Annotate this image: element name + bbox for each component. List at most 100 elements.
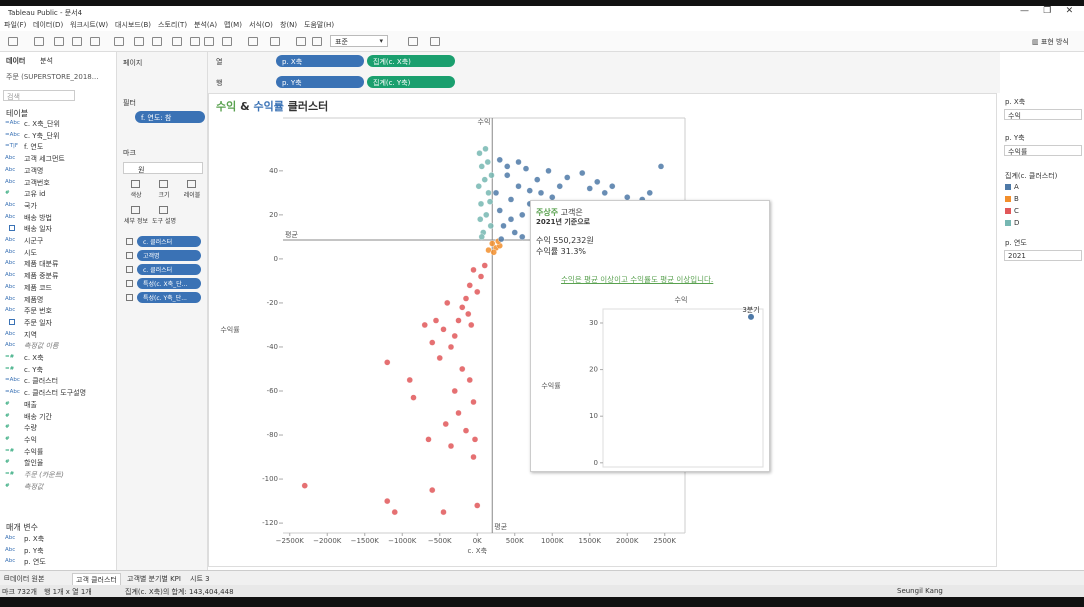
toolbar-icon[interactable] bbox=[270, 37, 280, 46]
field[interactable]: 고객번호 bbox=[24, 178, 50, 187]
menu-item[interactable]: 데이터(D) bbox=[33, 21, 64, 29]
legend-label[interactable]: D bbox=[1014, 219, 1020, 227]
legend-label[interactable]: C bbox=[1014, 207, 1019, 215]
fit-select[interactable]: 표준 ▾ bbox=[330, 35, 388, 47]
toolbar-icon[interactable] bbox=[172, 37, 182, 46]
field[interactable]: f. 연도 bbox=[24, 143, 44, 152]
mark-button[interactable]: 세부 정보 bbox=[124, 218, 148, 225]
mark-pill[interactable]: c. 클러스터 bbox=[137, 236, 201, 247]
field[interactable]: c. Y축 bbox=[24, 365, 44, 374]
field[interactable]: 수익 bbox=[24, 435, 37, 444]
data-source[interactable]: 주문 (SUPERSTORE_2018... bbox=[6, 73, 99, 81]
menu-item[interactable]: 맵(M) bbox=[224, 21, 242, 29]
param-select[interactable]: 2021 bbox=[1004, 250, 1082, 261]
field[interactable]: c. Y축_단위 bbox=[24, 131, 60, 140]
field[interactable]: 수익률 bbox=[24, 447, 44, 456]
toolbar-icon[interactable] bbox=[34, 37, 44, 46]
field[interactable]: p. X축 bbox=[24, 535, 45, 543]
toolbar-icon[interactable] bbox=[430, 37, 440, 46]
sheet-tab[interactable]: 시트 3 bbox=[190, 575, 210, 583]
field[interactable]: c. X축_단위 bbox=[24, 120, 60, 128]
toolbar-icon[interactable] bbox=[8, 37, 18, 46]
toolbar-icon[interactable] bbox=[152, 37, 162, 46]
field[interactable]: c. X축 bbox=[24, 354, 44, 362]
menu-item[interactable]: 도움말(H) bbox=[304, 21, 335, 29]
toolbar-icon[interactable] bbox=[204, 37, 214, 46]
field[interactable]: 수량 bbox=[24, 424, 37, 433]
shelf-pill[interactable]: p. X축 bbox=[276, 55, 364, 67]
field[interactable]: 지역 bbox=[24, 330, 37, 339]
field[interactable]: 제품 중분류 bbox=[24, 272, 59, 281]
field[interactable]: c. 클러스터 bbox=[24, 377, 59, 386]
mark-button-icon[interactable] bbox=[131, 206, 140, 214]
toolbar-icon[interactable] bbox=[134, 37, 144, 46]
mark-pill[interactable]: 고객명 bbox=[137, 250, 201, 261]
field[interactable]: 주문 일자 bbox=[24, 318, 52, 327]
filter-pill[interactable]: f. 연도: 참 bbox=[135, 111, 205, 123]
mark-pill[interactable]: 특성(c. Y축_단... bbox=[137, 292, 201, 303]
mark-button-icon[interactable] bbox=[187, 180, 196, 188]
window-controls[interactable]: — ❐ ✕ bbox=[1020, 6, 1074, 16]
mark-pill[interactable]: c. 클러스터 bbox=[137, 264, 201, 275]
legend-label[interactable]: A bbox=[1014, 183, 1019, 191]
mark-button[interactable]: 도구 설명 bbox=[152, 218, 176, 225]
pane-tab[interactable]: 분석 bbox=[40, 57, 53, 65]
field[interactable]: 배송 기간 bbox=[24, 412, 52, 421]
mark-button-icon[interactable] bbox=[159, 180, 168, 188]
field[interactable]: 측정값 이름 bbox=[24, 342, 59, 351]
shelf-pill[interactable]: 집계(c. X축) bbox=[367, 55, 455, 67]
field[interactable]: 측정값 bbox=[24, 482, 44, 491]
field[interactable]: c. 클러스터 도구설명 bbox=[24, 389, 87, 398]
menu-item[interactable]: 분석(A) bbox=[194, 21, 218, 29]
field[interactable]: 배송 일자 bbox=[24, 225, 52, 234]
mark-pill[interactable]: 특성(c. X축_단... bbox=[137, 278, 201, 289]
field[interactable]: 고객명 bbox=[24, 166, 44, 175]
toolbar-icon[interactable] bbox=[312, 37, 322, 46]
shelf-pill[interactable]: p. Y축 bbox=[276, 76, 364, 88]
menu-item[interactable]: 대시보드(B) bbox=[115, 21, 152, 29]
menu-item[interactable]: 워크시트(W) bbox=[70, 21, 109, 29]
show-me[interactable]: ▥ 표현 방식 bbox=[1032, 38, 1069, 46]
menu-item[interactable]: 파일(F) bbox=[4, 21, 27, 29]
field[interactable]: p. Y축 bbox=[24, 546, 44, 555]
menu-item[interactable]: 창(N) bbox=[280, 21, 298, 29]
mark-button[interactable]: 크기 bbox=[158, 192, 170, 199]
legend-label[interactable]: B bbox=[1014, 195, 1019, 203]
mark-button-icon[interactable] bbox=[131, 180, 140, 188]
field[interactable]: 국가 bbox=[24, 201, 37, 210]
toolbar-icon[interactable] bbox=[190, 37, 200, 46]
field[interactable]: 고객 세그먼트 bbox=[24, 155, 65, 164]
toolbar-icon[interactable] bbox=[222, 37, 232, 46]
field[interactable]: 제품명 bbox=[24, 295, 44, 304]
field[interactable]: 매출 bbox=[24, 400, 37, 409]
param-select[interactable]: 수익 bbox=[1004, 109, 1082, 120]
field[interactable]: 주문 (카운트) bbox=[24, 471, 64, 479]
toolbar-icon[interactable] bbox=[114, 37, 124, 46]
sheet-tab[interactable]: 고객별 분기별 KPI bbox=[127, 575, 181, 583]
field[interactable]: 제품 코드 bbox=[24, 283, 52, 292]
field[interactable]: 시군구 bbox=[24, 237, 44, 245]
toolbar-icon[interactable] bbox=[296, 37, 306, 46]
toolbar-icon[interactable] bbox=[72, 37, 82, 46]
menu-item[interactable]: 스토리(T) bbox=[158, 21, 188, 29]
toolbar-icon[interactable] bbox=[90, 37, 100, 46]
mark-button[interactable]: 레이블 bbox=[183, 192, 201, 199]
mark-button[interactable]: 색상 bbox=[130, 192, 142, 199]
pane-tab[interactable]: 데이터 bbox=[6, 57, 26, 65]
field[interactable]: 제품 대분류 bbox=[24, 260, 59, 269]
sheet-tab[interactable]: 데이터 원본 bbox=[10, 575, 45, 583]
mark-button-icon[interactable] bbox=[159, 206, 168, 214]
menu-item[interactable]: 서식(O) bbox=[249, 21, 273, 29]
field[interactable]: 주문 번호 bbox=[24, 307, 52, 316]
mark-type[interactable]: 원 bbox=[123, 162, 203, 174]
toolbar-icon[interactable] bbox=[248, 37, 258, 46]
field[interactable]: 배송 방법 bbox=[24, 213, 52, 222]
shelf-pill[interactable]: 집계(c. Y축) bbox=[367, 76, 455, 88]
search-box[interactable]: 검색 bbox=[3, 90, 75, 101]
tab[interactable]: ⊟ bbox=[4, 574, 10, 582]
toolbar-icon[interactable] bbox=[54, 37, 64, 46]
field[interactable]: 시도 bbox=[24, 248, 37, 257]
param-select[interactable]: 수익률 bbox=[1004, 145, 1082, 156]
field[interactable]: p. 연도 bbox=[24, 558, 46, 567]
field[interactable]: 고유 id bbox=[24, 190, 46, 199]
